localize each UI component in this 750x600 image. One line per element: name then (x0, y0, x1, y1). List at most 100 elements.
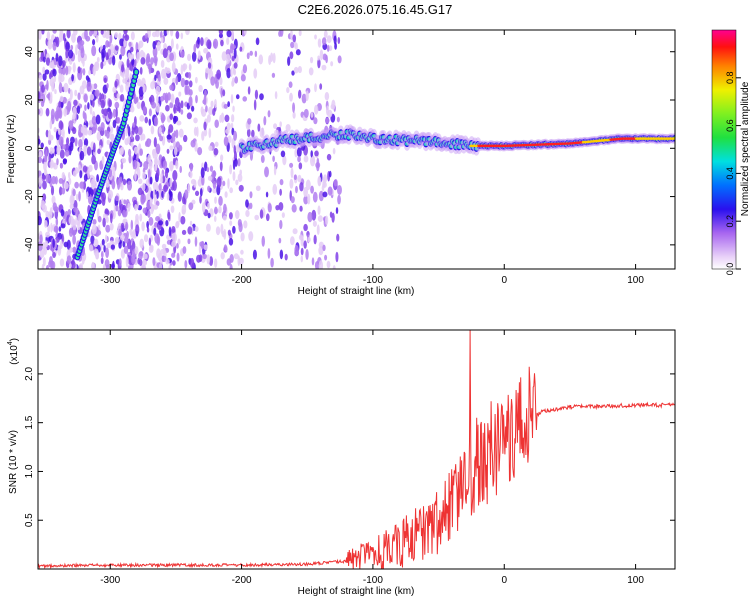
noise-speckle (230, 94, 234, 104)
noise-speckle (91, 83, 95, 90)
noise-speckle (246, 128, 251, 138)
noise-speckle (249, 50, 253, 56)
noise-speckle (90, 178, 96, 190)
noise-speckle (279, 30, 284, 37)
noise-speckle (129, 228, 133, 236)
noise-speckle (61, 128, 65, 137)
noise-speckle (140, 193, 145, 205)
noise-speckle (245, 199, 249, 208)
noise-speckle (102, 217, 106, 228)
noise-speckle (44, 69, 50, 75)
noise-speckle (298, 89, 302, 99)
noise-speckle (77, 49, 82, 58)
noise-speckle (264, 166, 269, 178)
noise-speckle (70, 260, 76, 269)
noise-speckle (227, 135, 232, 144)
noise-speckle (213, 215, 217, 222)
noise-speckle (102, 263, 106, 269)
noise-speckle (134, 125, 139, 135)
noise-speckle (68, 120, 74, 130)
noise-speckle (293, 66, 299, 74)
noise-speckle (130, 31, 135, 41)
noise-speckle (200, 37, 204, 47)
noise-speckle (80, 47, 85, 59)
noise-speckle (105, 52, 109, 61)
noise-speckle (235, 179, 239, 186)
noise-speckle (249, 191, 253, 199)
noise-speckle (91, 115, 97, 126)
noise-speckle (154, 30, 160, 38)
noise-speckle (140, 133, 146, 141)
noise-speckle (173, 146, 178, 156)
noise-speckle (152, 40, 156, 50)
noise-speckle (191, 51, 197, 62)
noise-speckle (188, 64, 192, 71)
noise-speckle (206, 223, 211, 232)
noise-speckle (206, 39, 212, 50)
noise-speckle (126, 136, 131, 144)
noise-speckle (87, 129, 93, 136)
noise-speckle (106, 130, 110, 139)
noise-speckle (259, 93, 264, 101)
noise-speckle (117, 179, 121, 190)
noise-speckle (337, 55, 342, 64)
noise-speckle (93, 142, 96, 153)
noise-speckle (169, 191, 173, 197)
noise-speckle (214, 98, 217, 109)
noise-speckle (132, 122, 136, 128)
noise-speckle (229, 187, 233, 194)
noise-speckle (133, 146, 139, 155)
noise-speckle (137, 187, 143, 196)
noise-speckle (91, 45, 97, 57)
noise-speckle (162, 160, 168, 170)
noise-speckle (181, 229, 187, 235)
noise-speckle (72, 234, 76, 245)
noise-speckle (68, 263, 72, 269)
noise-speckle (77, 66, 81, 74)
noise-speckle (319, 83, 323, 90)
noise-speckle (83, 93, 88, 103)
noise-speckle (161, 190, 164, 198)
noise-speckle (282, 155, 287, 166)
noise-speckle (43, 246, 48, 255)
noise-speckle (228, 212, 233, 220)
noise-speckle (92, 39, 96, 46)
noise-speckle (130, 46, 134, 53)
noise-speckle (202, 253, 208, 259)
noise-speckle (57, 245, 61, 251)
noise-speckle (45, 129, 49, 138)
noise-speckle (207, 175, 213, 181)
colorbar-label: Normalized spectral amplitude (740, 81, 750, 216)
noise-speckle (86, 191, 89, 200)
noise-speckle (156, 167, 160, 178)
noise-speckle (294, 42, 298, 51)
noise-speckle (169, 84, 174, 91)
noise-speckle (300, 255, 304, 263)
noise-speckle (107, 110, 113, 120)
noise-speckle (72, 170, 77, 177)
y-tick-label: 40 (24, 46, 35, 58)
noise-speckle (120, 146, 125, 152)
noise-speckle (120, 222, 125, 231)
noise-speckle (68, 87, 71, 94)
noise-speckle (200, 167, 205, 179)
noise-speckle (158, 220, 164, 226)
snr-panel: -300 -200 -100 0 100 0.5 1.0 1.5 2.0 Height of … (7, 329, 676, 597)
noise-speckle (86, 146, 92, 156)
noise-speckle (132, 159, 138, 170)
noise-speckle (58, 136, 64, 147)
noise-speckle (176, 252, 180, 262)
noise-speckle (195, 94, 198, 104)
noise-speckle (260, 155, 265, 163)
noise-speckle (130, 254, 136, 265)
noise-speckle (223, 203, 227, 214)
noise-speckle (168, 264, 172, 269)
noise-speckle (201, 130, 205, 141)
noise-speckle (92, 65, 96, 76)
noise-speckle (163, 184, 168, 192)
noise-speckle (336, 116, 340, 123)
x-tick-label: -300 (100, 575, 120, 586)
x-tick-label: -200 (232, 575, 252, 586)
noise-speckle (77, 213, 82, 224)
